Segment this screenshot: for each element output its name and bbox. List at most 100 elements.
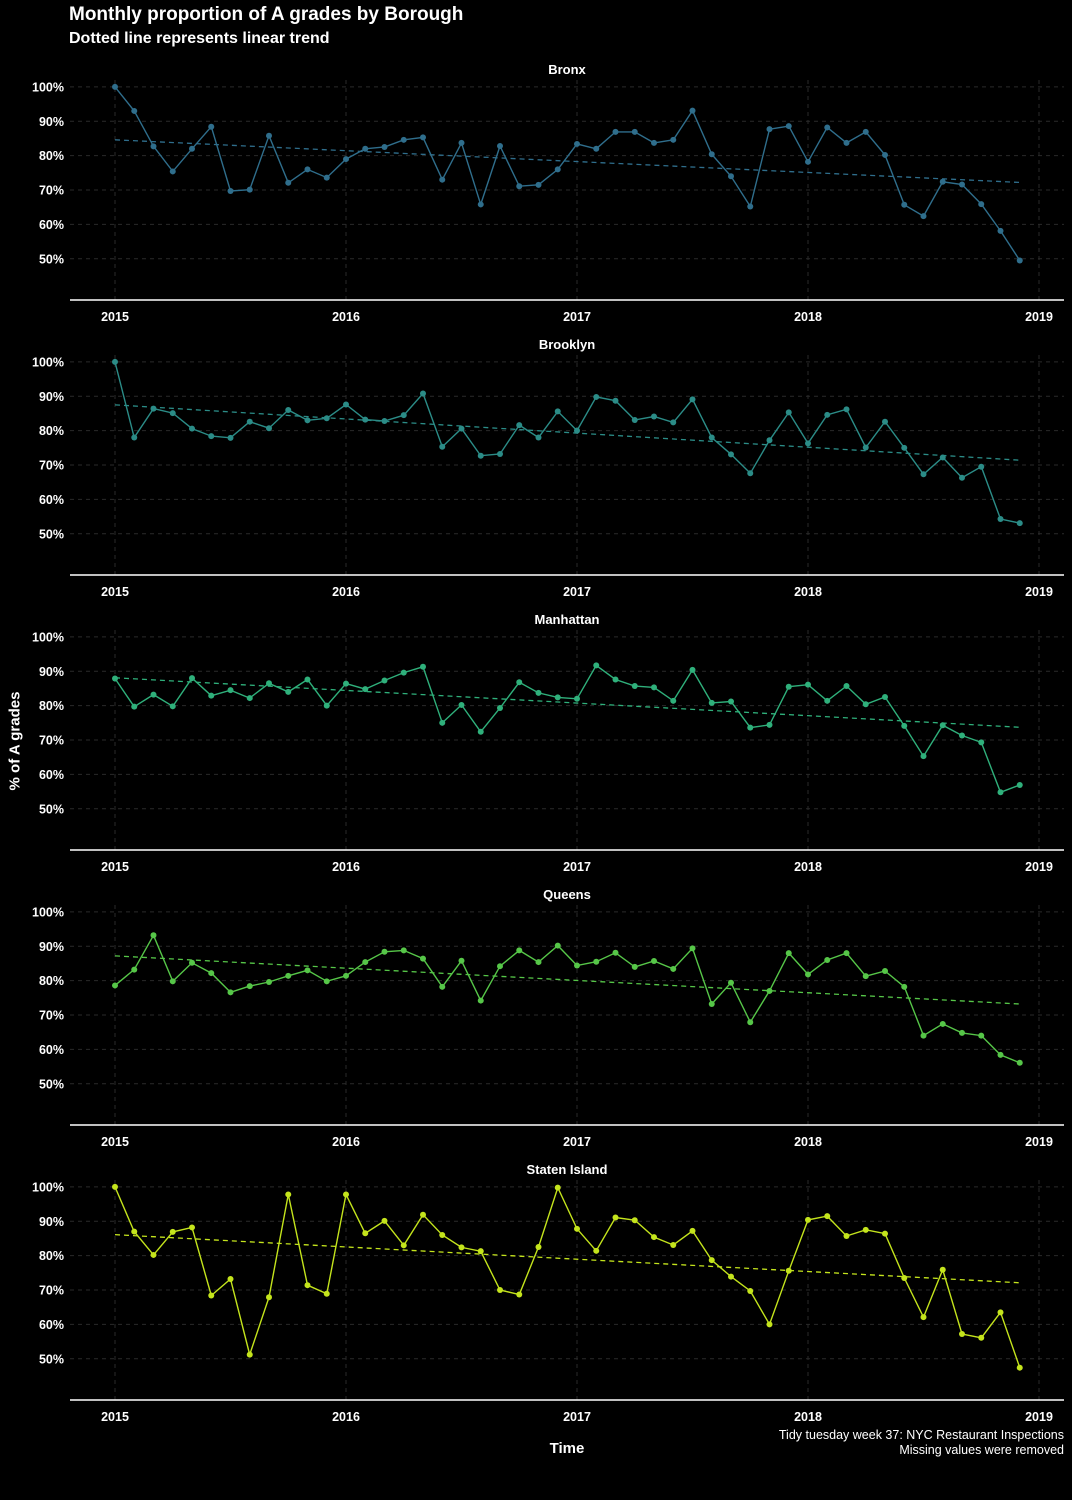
data-point [593,145,600,152]
data-point [959,1029,965,1036]
data-point [246,1351,253,1358]
data-point [920,1032,927,1039]
data-point [458,1244,465,1251]
data-point [381,677,388,684]
data-point [708,699,715,706]
data-point [535,181,542,188]
data-point [843,139,850,146]
data-point [400,947,407,954]
data-point [766,126,773,133]
data-point [631,683,638,690]
data-point [246,983,253,990]
data-point [304,1282,311,1289]
y-tick-label: 60% [39,1043,64,1057]
y-tick-label: 70% [39,184,64,198]
data-point [728,698,734,705]
y-tick-label: 90% [39,390,64,404]
data-point [169,1228,176,1235]
x-tick-label: 2015 [101,860,129,874]
y-tick-label: 70% [39,734,64,748]
facet-manhattan: Manhattan 50% 60% 70% 80% 90% 100% 2015 2016 2017… [32,612,1064,874]
data-point [285,179,292,186]
data-point [208,1292,215,1299]
y-tick-label: 50% [39,527,64,541]
data-point [439,443,446,450]
data-point [651,684,657,691]
data-point [477,1248,484,1255]
data-point [1016,257,1023,264]
data-point [189,1224,195,1231]
series-line [114,1185,1021,1368]
data-point [651,1234,657,1241]
data-point [939,1266,946,1273]
data-point [112,1183,118,1190]
y-tick-label: 100% [32,905,64,919]
data-point [497,143,503,149]
data-point [497,451,503,457]
data-point [150,143,157,150]
data-point [169,978,176,985]
data-point [785,123,792,130]
data-point [304,417,311,424]
y-tick-label: 100% [32,80,64,94]
facet-staten-island: Staten Island 50% 60% 70% 80% 90% 100% 2015 2016… [32,1162,1064,1424]
data-point [112,83,118,90]
facet-title: Bronx [548,62,586,77]
y-tick-label: 100% [32,630,64,644]
data-point [420,663,426,670]
data-point [554,1184,561,1191]
data-point [728,979,734,986]
data-point [266,979,272,985]
data-point [997,1051,1004,1058]
data-point [420,1211,426,1218]
data-point [420,390,426,397]
x-tick-label: 2017 [563,860,591,874]
data-point [747,203,754,210]
data-point [670,697,677,704]
x-tick-label: 2019 [1025,1135,1053,1149]
data-point [862,444,869,451]
data-point [227,1276,234,1282]
data-point [189,959,195,966]
data-point [882,694,888,701]
data-point [939,722,946,729]
data-point [246,418,253,425]
data-point [516,679,523,686]
series-line [114,86,1021,261]
data-point [862,128,869,135]
data-point [285,972,292,979]
data-point [670,136,677,143]
trend-line [114,1234,1020,1284]
data-point [689,1227,696,1234]
data-point [516,1291,523,1298]
x-tick-label: 2019 [1025,310,1053,324]
data-point [997,1309,1004,1316]
data-point [920,471,927,478]
data-point [862,701,869,708]
data-point [959,1331,965,1337]
x-tick-label: 2018 [794,1410,822,1424]
data-point [246,695,253,702]
data-point [420,955,426,962]
data-point [400,1242,407,1249]
caption-line-1: Tidy tuesday week 37: NYC Restaurant Ins… [778,1428,1064,1442]
data-point [323,1290,330,1297]
data-point [766,987,773,994]
data-point [574,962,580,969]
data-point [728,1273,734,1280]
data-point [843,406,850,413]
data-point [978,1334,985,1341]
y-tick-label: 80% [39,699,64,713]
data-point [227,188,234,195]
data-point [805,971,811,978]
data-point [747,470,754,477]
data-point [708,1257,715,1264]
data-point [477,997,484,1004]
y-tick-label: 60% [39,768,64,782]
data-point [939,454,946,461]
data-point [901,444,908,451]
data-point [824,1213,831,1220]
x-tick-label: 2018 [794,310,822,324]
data-point [362,145,369,152]
data-point [150,1251,157,1258]
